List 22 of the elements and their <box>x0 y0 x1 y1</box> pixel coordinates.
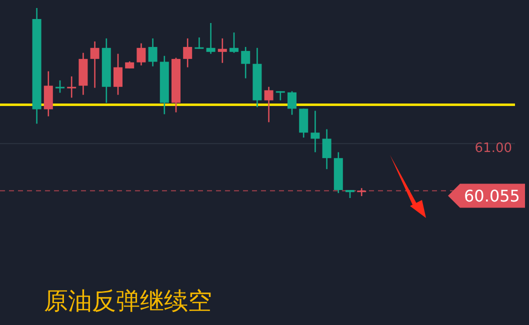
candlestick <box>241 46 250 79</box>
candlestick <box>148 38 158 67</box>
candlestick <box>276 90 285 101</box>
text: 61.00 <box>474 141 512 156</box>
text: 原油反弹继续空 <box>44 287 212 315</box>
candlestick <box>56 80 64 94</box>
candlestick <box>183 38 192 68</box>
candlestick <box>44 70 53 117</box>
candlestick <box>322 128 332 170</box>
candlestick <box>288 90 296 116</box>
candlestick <box>310 110 320 153</box>
candlestick <box>299 108 308 138</box>
candlestick <box>194 36 204 50</box>
candlestick <box>218 38 227 64</box>
candlestick <box>206 22 216 54</box>
candlestick <box>90 40 100 88</box>
candlestick <box>114 53 122 96</box>
candlestick <box>67 76 76 98</box>
text: 60.055 <box>464 186 520 206</box>
candlestick <box>230 32 238 54</box>
candlestick <box>264 86 274 123</box>
candlestick <box>136 42 146 66</box>
